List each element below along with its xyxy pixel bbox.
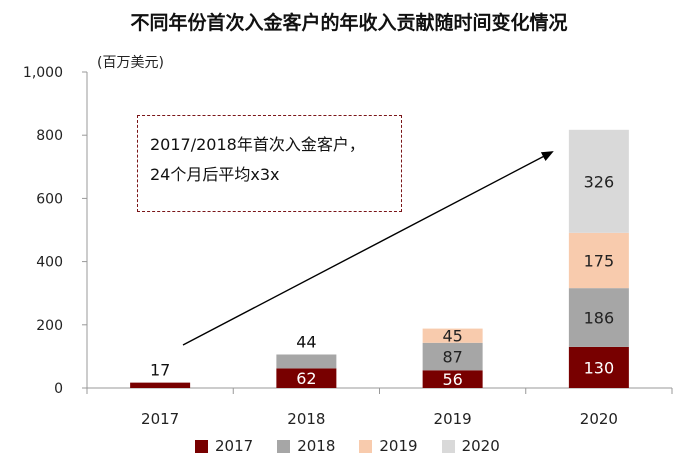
legend-item-2018: 2018 [277,437,335,455]
x-tick-label: 2018 [287,410,325,428]
legend: 2017 2018 2019 2020 [195,437,500,455]
bars [130,129,629,388]
y-tick-label: 0 [54,381,63,397]
annotation-line-1: 2017/2018年首次入金客户， [150,135,365,154]
y-tick-label: 800 [36,128,63,144]
bar-segment-2020-2020 [568,129,629,233]
data-label: 87 [442,348,462,367]
bar-segment-2018-2018 [276,354,337,369]
y-tick-label: 1,000 [23,65,63,81]
bar-segment-2018-2017 [276,368,337,388]
data-label: 326 [584,172,615,191]
bar-segment-2020-2018 [568,288,629,347]
bar-segment-2019-2018 [422,342,483,371]
legend-item-2019: 2019 [359,437,418,455]
legend-label: 2020 [461,437,500,455]
chart-title: 不同年份首次入金客户的年收入贡献随时间变化情况 [130,12,568,34]
legend-item-2020: 2020 [441,437,500,455]
legend-label: 2017 [215,437,254,455]
y-tick-label: 400 [36,255,63,271]
x-tick-label: 2017 [141,410,179,428]
legend-label: 2019 [379,437,418,455]
legend-item-2017: 2017 [195,437,253,455]
legend-swatch [195,439,208,453]
data-label: 130 [584,358,615,377]
annotation-line-2: 24个月后平均x3x [150,165,280,184]
data-label: 62 [296,369,316,388]
data-label: 56 [442,370,462,389]
bar-segment-2019-2019 [422,328,483,343]
data-labels: 17 62 44 56 87 45 130 186 175 326 [150,172,614,389]
legend-swatch [277,439,291,453]
data-label: 175 [584,251,615,270]
y-tick-label: 600 [36,191,63,207]
bar-segment-2017-2017 [130,382,191,388]
data-label: 17 [150,361,170,380]
x-tick-label: 2019 [434,410,472,428]
legend-label: 2018 [297,437,336,455]
bar-segment-2019-2017 [422,370,483,388]
data-label: 186 [584,309,615,328]
bar-segment-2020-2017 [568,346,629,388]
trend-arrow [182,151,554,346]
y-axis-unit-label: (百万美元) [97,55,164,71]
data-label: 44 [296,333,316,352]
y-tick-label: 200 [36,318,63,334]
legend-swatch [359,439,373,453]
annotation-callout: 2017/2018年首次入金客户， 24个月后平均x3x [137,115,402,212]
bar-segment-2020-2019 [568,232,629,289]
data-label: 45 [442,327,462,346]
x-tick-label: 2020 [580,410,618,428]
legend-swatch [441,439,455,453]
